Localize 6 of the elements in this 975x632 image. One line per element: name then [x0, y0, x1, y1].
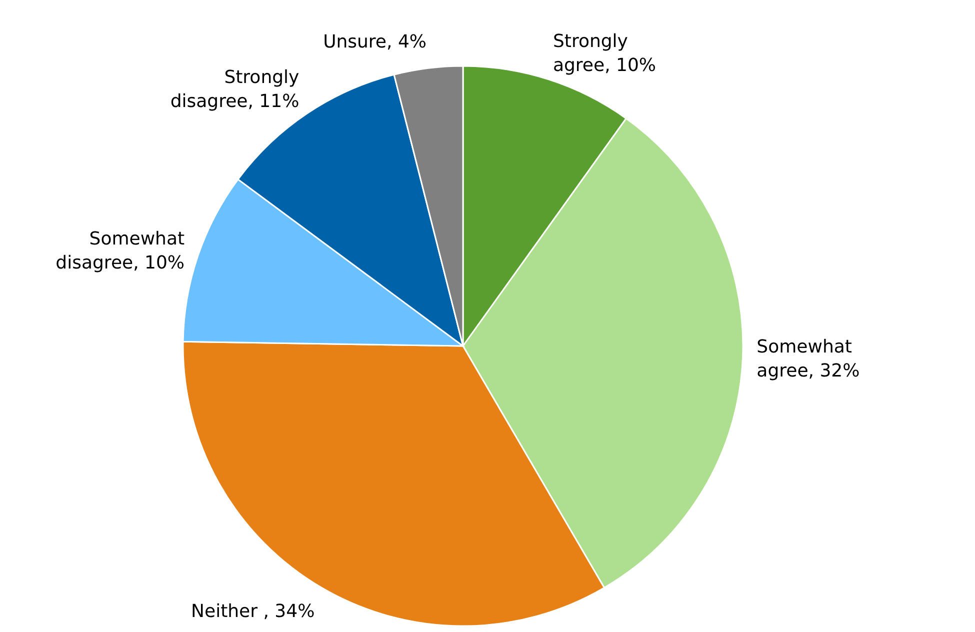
slice-label: Strongly agree, 10%: [552, 31, 656, 76]
slice-label: Strongly disagree, 11%: [170, 66, 300, 112]
slice-label: Somewhat agree, 32%: [756, 336, 860, 382]
slice-label: Somewhat disagree, 10%: [56, 228, 185, 274]
slice-label: Unsure, 4%: [323, 31, 427, 52]
slice-label: Neither , 34%: [191, 600, 315, 622]
